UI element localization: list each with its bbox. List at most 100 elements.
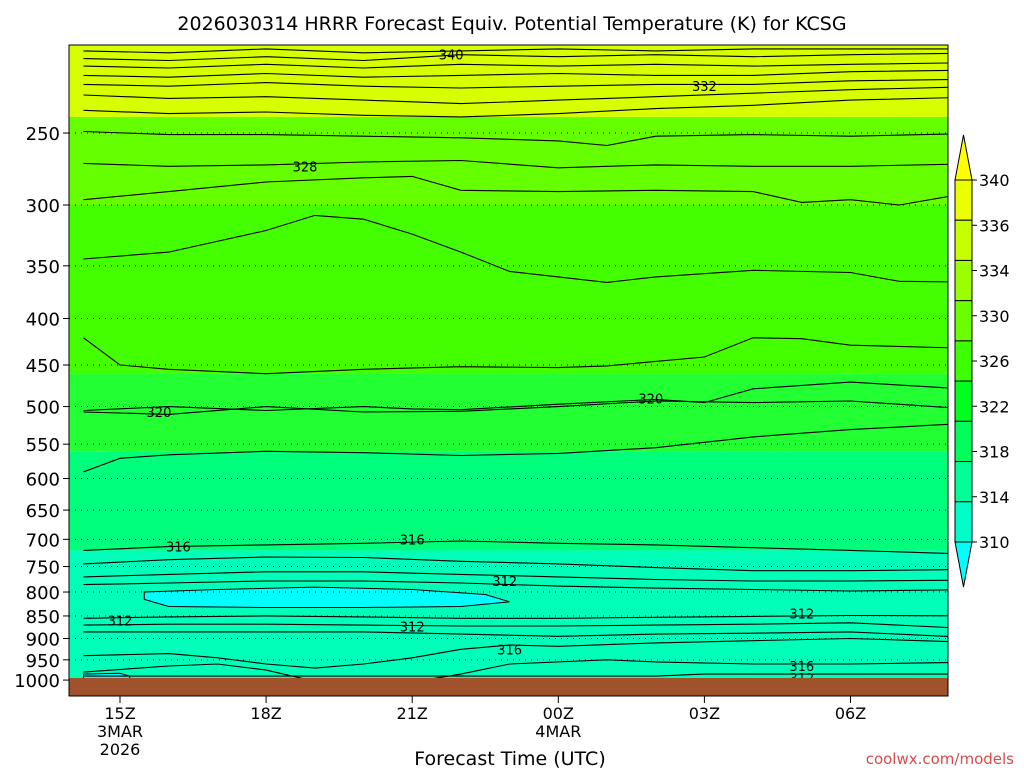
- colorbar-label-318: 318: [979, 443, 1010, 462]
- contour-label-text: 312: [492, 575, 517, 590]
- contour-line-327-9: [83, 175, 948, 206]
- colorbar-label-336: 336: [979, 216, 1010, 235]
- contour-label-text: 316: [166, 541, 191, 556]
- y-tick-label-900: 900: [26, 629, 60, 650]
- contour-label-text: 312: [400, 620, 425, 635]
- ground: [69, 678, 948, 696]
- contour-line-329-7: [83, 130, 948, 147]
- contour-line-320-13: [83, 400, 948, 415]
- contour-label-text: 332: [692, 80, 717, 95]
- colorbar-segment-5: [954, 340, 973, 382]
- contour-label-3: 320: [147, 406, 172, 421]
- contour-line-314-24: [83, 673, 948, 677]
- contour-label-8: 312: [789, 608, 814, 623]
- contour-label-4: 320: [638, 393, 663, 408]
- colorbar-label-310: 310: [979, 533, 1010, 552]
- colorbar-top-arrow: [954, 134, 973, 181]
- colorbar-segment-3: [954, 259, 973, 302]
- colorbar-label-330: 330: [979, 307, 1010, 326]
- y-tick-label-600: 600: [26, 470, 60, 491]
- contour-label-text: 312: [789, 672, 814, 687]
- colorbar-segment-8: [954, 461, 973, 503]
- value-band-1: [69, 116, 948, 205]
- plot-frame: [68, 44, 949, 697]
- contour-line-319-14: [83, 423, 948, 473]
- y-tick-label-850: 850: [26, 607, 60, 628]
- y-tick-label-650: 650: [26, 501, 60, 522]
- contour-line-332-5: [83, 86, 948, 105]
- colorbar-label-314: 314: [979, 488, 1010, 507]
- y-tick-label-350: 350: [26, 257, 60, 278]
- contour-label-5: 316: [166, 541, 191, 556]
- contour-label-6: 316: [400, 533, 425, 548]
- contour-label-text: 340: [439, 49, 464, 64]
- contour-line-315-23: [83, 659, 948, 678]
- y-tick-label-800: 800: [26, 583, 60, 604]
- contour-line-313-19: [83, 614, 948, 619]
- colorbar: 340 336 334 330 326 322 318 314 310: [954, 134, 1010, 588]
- contour-line-324-11: [83, 337, 948, 375]
- contour-line-336-3: [83, 69, 948, 78]
- contour-label-11: 316: [497, 643, 522, 658]
- contour-label-2: 328: [293, 160, 318, 175]
- y-tick-label-750: 750: [26, 558, 60, 579]
- y-tick-label-300: 300: [26, 196, 60, 217]
- y-tick-label-1000: 1000: [14, 671, 60, 692]
- contour-label-10: 312: [108, 615, 133, 630]
- watermark: coolwx.com/models: [866, 750, 1014, 768]
- colorbar-label-334: 334: [979, 262, 1010, 281]
- contour-line-316-22: [83, 637, 948, 669]
- y-tick-label-250: 250: [26, 124, 60, 145]
- y-tick-label-500: 500: [26, 398, 60, 419]
- y-tick-label-550: 550: [26, 435, 60, 456]
- y-tick-label-700: 700: [26, 530, 60, 551]
- contour-label-text: 316: [789, 660, 814, 675]
- colorbar-bottom-arrow: [954, 541, 973, 588]
- colorbar-label-340: 340: [979, 171, 1010, 190]
- contour-label-text: 312: [789, 608, 814, 623]
- value-band-2: [69, 204, 948, 374]
- contour-line-314-18: [83, 580, 948, 592]
- contour-label-text: 320: [638, 393, 663, 408]
- colorbar-segment-4: [954, 300, 973, 342]
- contour-line-316-16: [83, 556, 948, 572]
- contour-line-317-15: [83, 540, 948, 554]
- colorbar-segment-2: [954, 219, 973, 261]
- contour-label-9: 312: [400, 620, 425, 635]
- value-band-0: [69, 45, 948, 117]
- y-tick-label-950: 950: [26, 651, 60, 672]
- contour-line-340-1: [83, 52, 948, 62]
- contour-line-315-17: [83, 571, 948, 582]
- x-tick-year-15Z: 2026: [100, 740, 141, 759]
- contour-label-1: 332: [692, 80, 717, 95]
- x-tick-label-21Z: 21Z: [397, 704, 428, 723]
- x-tick-label-03Z: 03Z: [689, 704, 720, 723]
- contour-line-321-12: [83, 381, 948, 412]
- x-tick-date-00Z: 4MAR: [535, 722, 581, 741]
- x-tick-label-06Z: 06Z: [835, 704, 866, 723]
- y-axis: 2503003504004505005506006507007508008509…: [14, 124, 69, 692]
- colorbar-segment-9: [954, 501, 973, 543]
- x-axis-title: Forecast Time (UTC): [414, 748, 605, 768]
- contour-line-311-21: [83, 631, 948, 638]
- plot-area: 3403323283203203163163123123123123163163…: [68, 44, 949, 697]
- colorbar-label-322: 322: [979, 397, 1010, 416]
- contour-label-text: 328: [293, 160, 318, 175]
- contour-line-326-10: [83, 214, 948, 283]
- x-tick-label-18Z: 18Z: [250, 704, 281, 723]
- colorbar-segment-1: [954, 179, 973, 221]
- colorbar-segment-6: [954, 380, 973, 422]
- contour-line-334-4: [83, 79, 948, 89]
- contour-label-12: 316: [789, 660, 814, 675]
- colorbar-label-326: 326: [979, 352, 1010, 371]
- contour-label-text: 312: [108, 615, 133, 630]
- y-tick-label-450: 450: [26, 356, 60, 377]
- x-tick-date-15Z: 3MAR: [97, 722, 143, 741]
- contour-label-text: 320: [147, 406, 172, 421]
- cold-pocket-0: [143, 586, 510, 608]
- contour-line-338-2: [83, 62, 948, 69]
- contour-line-312-20: [83, 622, 948, 629]
- x-tick-label-15Z: 15Z: [104, 704, 135, 723]
